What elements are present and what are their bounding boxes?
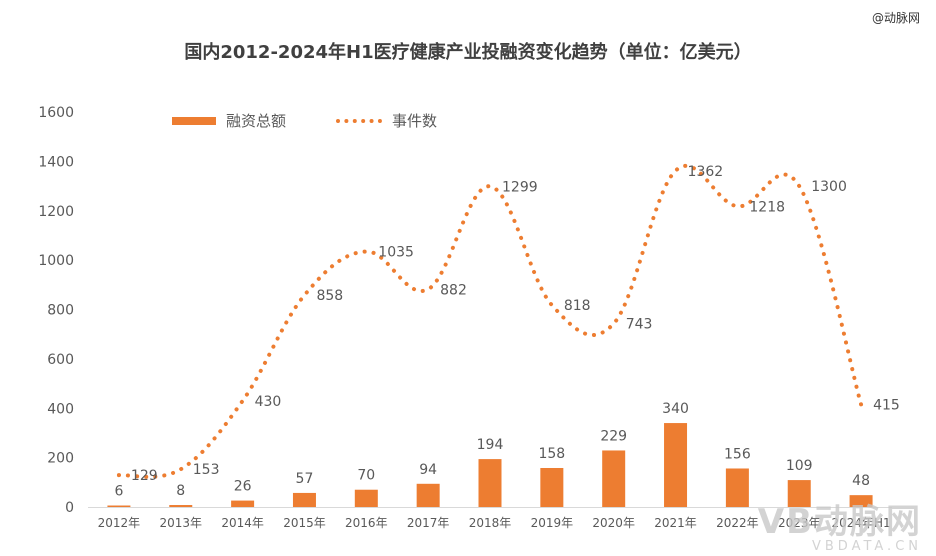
x-tick-label: 2019年 (531, 516, 574, 530)
chart-title: 国内2012-2024年H1医疗健康产业投融资变化趋势（单位：亿美元） (184, 42, 752, 63)
bar (849, 495, 873, 507)
bar (231, 500, 255, 507)
x-tick-label: 2015年 (283, 516, 326, 530)
bar (292, 492, 316, 507)
bar-value-label: 109 (786, 458, 813, 474)
legend-bar-swatch (172, 116, 216, 125)
bar-value-label: 156 (724, 446, 751, 462)
watermark-text: @动脉网 (871, 11, 920, 25)
bar (787, 480, 811, 507)
y-tick-label: 0 (65, 500, 74, 516)
line-value-label: 153 (193, 462, 220, 478)
x-tick-label: 2024年H1 (831, 516, 890, 530)
x-tick-label: 2013年 (159, 516, 202, 530)
x-tick-label: 2016年 (345, 516, 388, 530)
y-tick-label: 1600 (38, 105, 74, 121)
x-tick-label: 2023年 (778, 516, 821, 530)
bar-value-label: 229 (600, 428, 627, 444)
line-value-label: 1300 (811, 179, 847, 195)
watermark-logo: VB动脉网 VBDATA.CN (758, 504, 922, 554)
line-value-label: 430 (255, 394, 282, 410)
line-value-label: 1035 (378, 244, 414, 260)
line-value-label: 882 (440, 282, 467, 298)
bar (416, 483, 440, 507)
line-value-label: 818 (564, 298, 591, 314)
y-tick-label: 200 (47, 451, 74, 467)
bar-value-label: 8 (176, 483, 185, 499)
watermark-url: VBDATA.CN (811, 539, 922, 554)
bar-value-label: 194 (477, 437, 504, 453)
legend-line-label: 事件数 (392, 112, 438, 130)
line-value-label: 1218 (749, 199, 785, 215)
bar-value-label: 158 (538, 446, 565, 462)
line-value-label: 1362 (688, 164, 724, 180)
x-tick-label: 2020年 (592, 516, 635, 530)
y-tick-label: 1400 (38, 154, 74, 170)
legend-item-line: 事件数 (336, 110, 437, 131)
y-tick-label: 800 (47, 303, 74, 319)
x-tick-label: 2012年 (98, 516, 141, 530)
x-tick-label: 2022年 (716, 516, 759, 530)
bar (169, 505, 193, 507)
bar-value-label: 48 (852, 473, 870, 489)
x-tick-label: 2017年 (407, 516, 450, 530)
line-value-label: 1299 (502, 179, 538, 195)
line-value-label: 129 (131, 468, 158, 484)
chart-legend: 融资总额 事件数 (172, 110, 487, 131)
watermark-logo-text: VB动脉网 (757, 502, 922, 542)
series-line-events (116, 163, 864, 479)
legend-item-bars: 融资总额 (172, 110, 286, 131)
bar (354, 489, 378, 507)
bar-value-label: 94 (419, 462, 437, 478)
y-tick-label: 1200 (38, 204, 74, 220)
bar (107, 505, 131, 507)
legend-line-swatch (336, 118, 383, 123)
line-value-label: 858 (316, 288, 343, 304)
y-tick-label: 600 (47, 352, 74, 368)
x-tick-label: 2021年 (654, 516, 697, 530)
bar (664, 423, 688, 507)
bar-value-label: 70 (357, 468, 375, 484)
y-tick-label: 1000 (38, 253, 74, 269)
bar-value-label: 340 (662, 401, 689, 417)
bar (540, 467, 564, 507)
bar-value-label: 57 (296, 471, 314, 487)
bar (725, 468, 749, 507)
x-tick-label: 2018年 (469, 516, 512, 530)
legend-bar-label: 融资总额 (226, 112, 287, 130)
x-tick-label: 2014年 (221, 516, 264, 530)
bar-value-label: 26 (234, 479, 252, 495)
line-value-label: 743 (626, 317, 653, 333)
y-tick-label: 400 (47, 401, 74, 417)
bar-value-label: 6 (114, 484, 123, 500)
line-value-label: 415 (873, 398, 900, 414)
bar (478, 459, 502, 507)
bar (602, 450, 626, 507)
